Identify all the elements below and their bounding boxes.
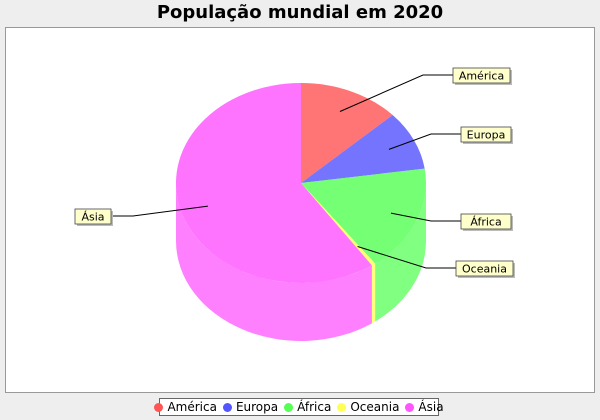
legend-item-america: América <box>154 399 217 415</box>
label-box-asia <box>74 208 112 225</box>
chart-title: População mundial em 2020 <box>156 2 444 23</box>
pie-slice-asia <box>176 83 372 283</box>
leader-line-america <box>339 74 453 112</box>
pie-slice-africa <box>301 168 426 264</box>
label-europa: Europa <box>467 129 506 142</box>
label-box-europa <box>460 126 512 143</box>
legend-swatch-asia <box>405 402 415 412</box>
legend-item-europa: Europa <box>222 399 279 415</box>
leader-line-europa <box>388 133 461 150</box>
label-africa: África <box>470 216 501 229</box>
leader-line-asia <box>111 205 208 217</box>
label-oceania: Oceania <box>462 263 507 276</box>
legend-item-oceania: Oceania <box>337 399 399 415</box>
legend-label-africa: África <box>297 400 332 414</box>
legend-item-africa: África <box>284 399 331 415</box>
legend-label-america: América <box>167 400 217 414</box>
legend-swatch-america <box>154 402 164 412</box>
pie-chart: América Europa África Oceania Ásia <box>74 67 515 342</box>
pie-slice-oceania <box>301 183 376 266</box>
label-box-africa <box>460 213 512 230</box>
pie-side-asia <box>176 183 372 342</box>
label-box-oceania <box>455 260 514 277</box>
pie-side-oceania <box>371 263 376 324</box>
pie-slice-america <box>301 83 393 183</box>
leader-line-oceania <box>357 246 456 269</box>
leader-line-africa <box>390 212 461 222</box>
label-america: América <box>459 70 504 83</box>
legend-swatch-europa <box>222 402 232 412</box>
pie-side-africa <box>375 183 427 322</box>
label-box-america <box>452 67 511 84</box>
legend-label-oceania: Oceania <box>350 400 400 414</box>
legend-item-asia: Ásia <box>405 399 444 415</box>
legend-swatch-oceania <box>337 402 347 412</box>
label-asia: Ásia <box>81 211 104 224</box>
legend-label-asia: Ásia <box>418 400 444 414</box>
legend: América Europa África Oceania Ásia <box>154 398 444 416</box>
plot-area: América Europa África Oceania Ásia <box>5 27 595 393</box>
legend-swatch-africa <box>284 402 294 412</box>
legend-label-europa: Europa <box>235 400 279 414</box>
pie-slice-europa <box>301 115 425 183</box>
